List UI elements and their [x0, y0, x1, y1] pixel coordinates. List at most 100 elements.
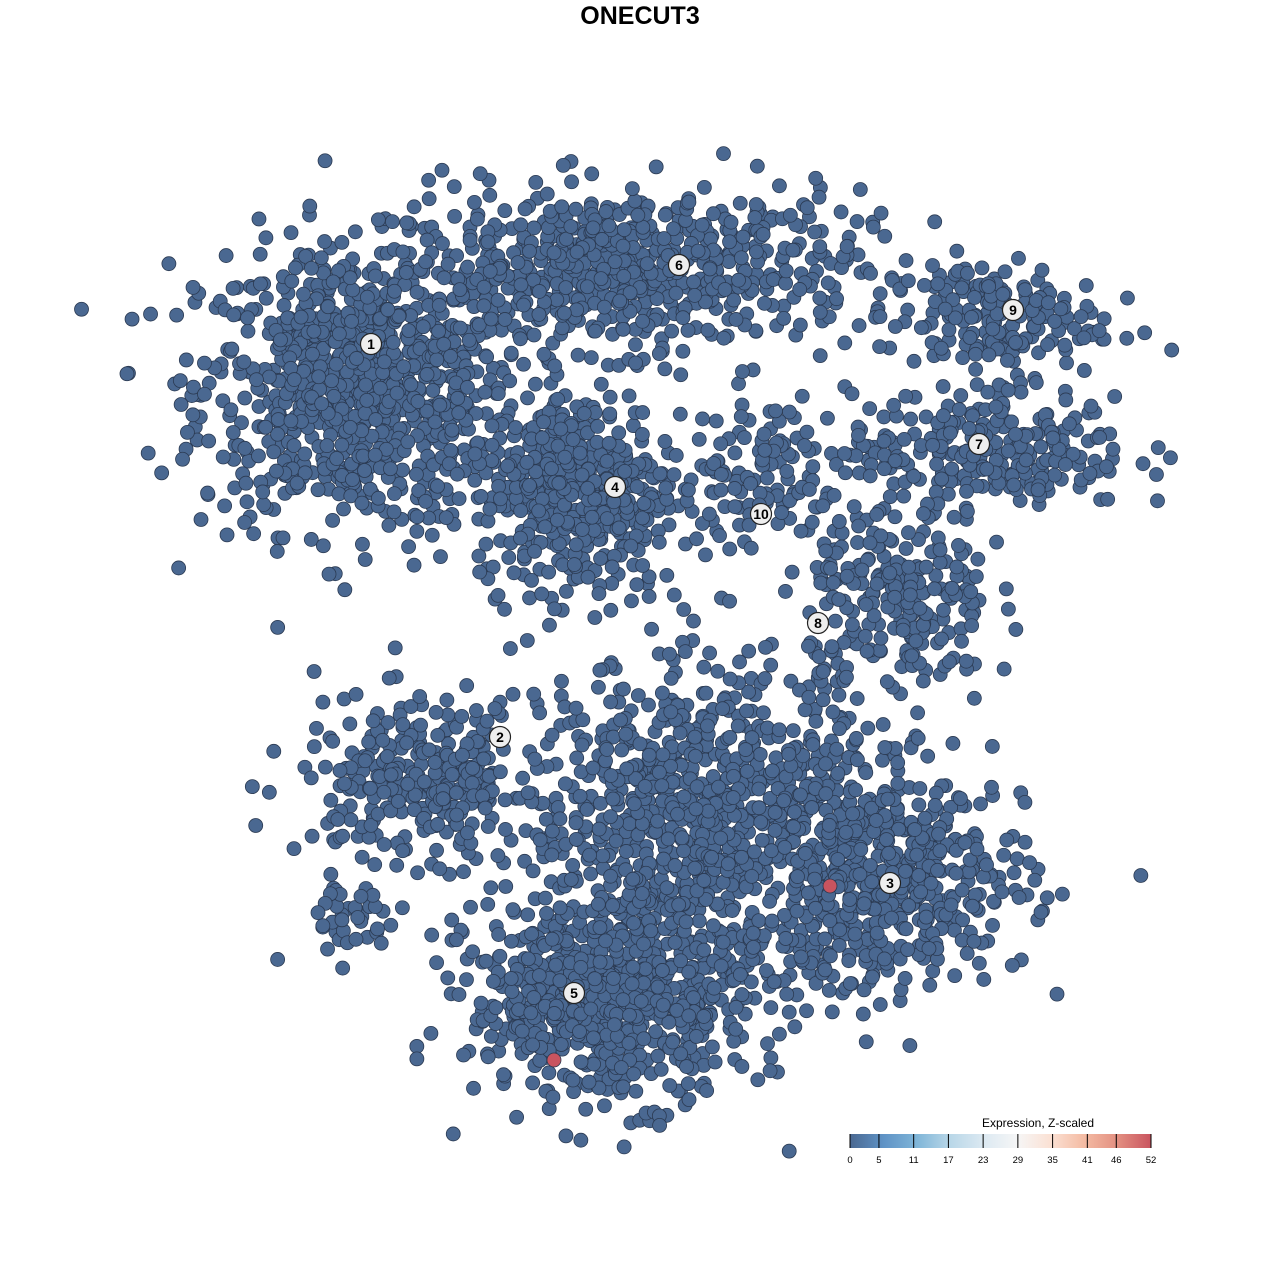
point [484, 418, 500, 434]
point [615, 1079, 631, 1095]
point [839, 239, 855, 254]
point [440, 256, 456, 272]
point [1100, 491, 1116, 507]
point [700, 803, 716, 819]
point [380, 302, 396, 318]
point [200, 485, 215, 501]
point [537, 519, 553, 535]
point [904, 648, 920, 664]
point [401, 539, 416, 554]
point [671, 897, 687, 913]
point [1150, 493, 1165, 509]
point [483, 1028, 499, 1044]
point [396, 359, 411, 375]
point [270, 412, 286, 427]
point [787, 804, 802, 820]
chart-title: ONECUT3 [580, 2, 700, 30]
point [777, 907, 792, 923]
point [1078, 278, 1094, 293]
point [302, 198, 318, 214]
point [490, 848, 506, 863]
point [896, 488, 912, 504]
point [696, 1009, 712, 1024]
point [534, 430, 550, 446]
point [415, 319, 431, 335]
point [702, 645, 717, 661]
point [435, 236, 450, 251]
point [520, 785, 536, 801]
point [423, 1025, 439, 1041]
point [342, 716, 358, 732]
point [672, 406, 688, 422]
point [275, 530, 291, 546]
point [382, 461, 398, 477]
point [289, 475, 305, 491]
point [722, 671, 738, 687]
point [988, 399, 1004, 415]
point [451, 987, 467, 1002]
point [820, 410, 835, 426]
point [846, 499, 862, 515]
point [240, 310, 255, 326]
point [473, 995, 489, 1011]
point [492, 764, 508, 780]
point [733, 409, 749, 425]
point [716, 146, 731, 162]
point [276, 298, 292, 313]
point [238, 475, 254, 491]
point [460, 379, 475, 395]
point [515, 770, 531, 786]
point [558, 583, 574, 599]
point [933, 340, 949, 356]
point [873, 205, 889, 221]
point [597, 1098, 612, 1114]
point [757, 295, 772, 311]
point [456, 1047, 471, 1063]
point [778, 275, 794, 291]
point [240, 323, 256, 339]
point [497, 601, 512, 617]
point [237, 440, 253, 456]
point [629, 479, 645, 495]
point [563, 872, 579, 887]
point [722, 541, 738, 557]
point [224, 341, 240, 357]
point [635, 405, 651, 420]
point [592, 954, 608, 970]
point [436, 336, 452, 352]
point [345, 472, 360, 487]
point [471, 548, 487, 564]
point [725, 790, 741, 805]
point [472, 166, 488, 182]
point [839, 568, 855, 584]
point [603, 602, 619, 618]
point [727, 499, 743, 515]
point [1030, 482, 1046, 498]
point [497, 312, 513, 327]
point [255, 484, 271, 500]
point [419, 232, 435, 248]
point [1076, 330, 1092, 346]
point [811, 189, 827, 205]
point [1164, 342, 1180, 358]
point [185, 280, 201, 295]
point [548, 957, 564, 973]
point [595, 848, 611, 864]
point [713, 436, 729, 452]
point [662, 646, 677, 662]
point [409, 523, 425, 539]
point [698, 294, 713, 310]
point [1073, 309, 1089, 325]
point [815, 664, 831, 679]
point [686, 613, 701, 629]
point [237, 390, 253, 406]
point [473, 489, 489, 504]
point [781, 1004, 797, 1020]
point [628, 337, 643, 353]
point [689, 531, 704, 547]
point [409, 1051, 425, 1067]
point [851, 427, 866, 443]
point [234, 415, 249, 431]
point [659, 567, 675, 583]
point [466, 1080, 481, 1096]
